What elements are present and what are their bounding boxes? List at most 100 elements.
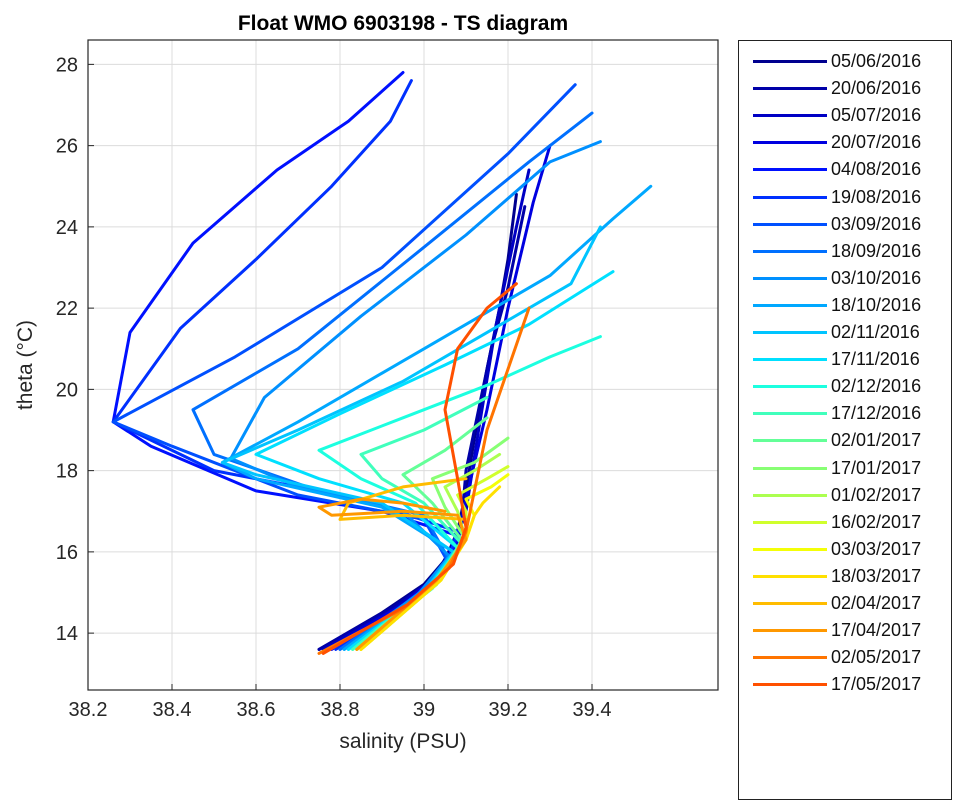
legend-label: 03/10/2016 <box>831 267 922 288</box>
chart-title: Float WMO 6903198 - TS diagram <box>237 12 569 35</box>
legend-swatch <box>753 520 827 524</box>
legend-label: 05/07/2016 <box>831 105 922 126</box>
y-tick-label: 18 <box>56 461 78 483</box>
legend-swatch <box>753 249 827 253</box>
legend-swatch <box>753 439 827 443</box>
legend-label: 02/01/2017 <box>831 430 922 451</box>
legend-swatch <box>753 412 827 416</box>
legend-entry: 17/01/2017 <box>739 456 951 482</box>
legend-swatch <box>753 114 827 118</box>
legend-label: 17/04/2017 <box>831 620 922 641</box>
legend-label: 17/05/2017 <box>831 674 922 695</box>
legend-label: 17/12/2016 <box>831 403 922 424</box>
y-tick-label: 24 <box>56 217 78 239</box>
x-tick-label: 38.2 <box>69 699 108 721</box>
legend-label: 19/08/2016 <box>831 186 922 207</box>
legend-swatch <box>753 168 827 172</box>
legend-swatch <box>753 466 827 470</box>
legend-swatch <box>753 222 827 226</box>
y-tick-label: 26 <box>56 136 78 158</box>
y-axis-label: theta (°C) <box>14 320 37 410</box>
legend-label: 16/02/2017 <box>831 511 922 532</box>
legend-swatch <box>753 385 827 389</box>
legend-entry: 20/06/2016 <box>739 76 951 102</box>
legend-label: 17/01/2017 <box>831 457 922 478</box>
legend-label: 04/08/2016 <box>831 159 922 180</box>
series-line-19 <box>359 485 502 651</box>
x-tick-label: 38.8 <box>321 699 360 721</box>
series-line-0 <box>317 192 518 651</box>
legend-swatch <box>753 629 827 633</box>
y-tick-label: 14 <box>56 623 78 645</box>
legend-label: 20/07/2016 <box>831 132 922 153</box>
legend-entry: 18/10/2016 <box>739 293 951 319</box>
ts-diagram-plot: 38.2 38.4 38.6 38.8 39 39.2 39.4 14 16 18 20 22 24 26… <box>14 39 719 753</box>
legend-swatch <box>753 683 827 687</box>
series-line-6 <box>111 83 577 651</box>
legend-label: 17/11/2016 <box>831 349 920 370</box>
legend-entry: 02/12/2016 <box>739 374 951 400</box>
y-tick-label: 28 <box>56 54 78 76</box>
y-tick-label: 22 <box>56 298 78 320</box>
legend-entry: 17/04/2017 <box>739 618 951 644</box>
legend-entry: 04/08/2016 <box>739 157 951 183</box>
legend-entry: 03/03/2017 <box>739 537 951 563</box>
x-axis-label: salinity (PSU) <box>339 730 466 753</box>
series-line-7 <box>191 111 594 651</box>
y-tick-label: 16 <box>56 542 78 564</box>
series-line-11 <box>254 270 615 651</box>
legend-swatch <box>753 195 827 199</box>
legend-entry: 03/10/2016 <box>739 266 951 292</box>
legend-swatch <box>753 303 827 307</box>
grid-lines <box>87 40 718 690</box>
x-tick-label: 39 <box>413 699 435 721</box>
x-tick-label: 38.6 <box>237 699 276 721</box>
legend-label: 03/03/2017 <box>831 538 922 559</box>
legend-swatch <box>753 547 827 551</box>
legend-swatch <box>753 358 827 362</box>
legend-entry: 17/12/2016 <box>739 401 951 427</box>
legend-swatch <box>753 331 827 334</box>
series-line-23 <box>321 282 518 655</box>
legend-entry: 02/05/2017 <box>739 645 951 671</box>
legend-entry: 03/09/2016 <box>739 212 951 238</box>
legend-entry: 17/11/2016 <box>739 347 951 373</box>
y-tick-label: 20 <box>56 379 78 401</box>
legend-label: 02/05/2017 <box>831 647 922 668</box>
axis-ticks: 38.2 38.4 38.6 38.8 39 39.2 39.4 14 16 18 20 22 24 26… <box>56 54 612 721</box>
legend-entry: 17/05/2017 <box>739 672 951 698</box>
series-line-1 <box>317 205 527 651</box>
legend-entry: 05/07/2016 <box>739 103 951 129</box>
legend-swatch <box>753 656 827 660</box>
legend-entry: 19/08/2016 <box>739 185 951 211</box>
axes-frame <box>87 39 719 691</box>
legend-entry: 02/11/2016 <box>739 320 951 346</box>
legend-swatch <box>753 141 827 145</box>
legend-label: 02/04/2017 <box>831 593 922 613</box>
legend-entry: 01/02/2017 <box>739 483 951 509</box>
x-tick-label: 39.4 <box>573 699 612 721</box>
series-lines <box>111 71 653 655</box>
legend-swatch <box>753 602 827 605</box>
legend-label: 18/09/2016 <box>831 240 922 261</box>
legend-entry: 18/03/2017 <box>739 564 951 590</box>
legend-label: 05/06/2016 <box>831 51 922 71</box>
legend-label: 01/02/2017 <box>831 484 922 505</box>
legend-entry: 05/06/2016 <box>739 49 951 75</box>
legend-label: 18/10/2016 <box>831 294 922 315</box>
legend-swatch <box>753 276 827 280</box>
legend-entry: 20/07/2016 <box>739 130 951 156</box>
legend: 05/06/2016 20/06/2016 05/07/2016 20/07/2016… <box>738 40 952 800</box>
x-tick-label: 39.2 <box>489 699 528 721</box>
legend-entry: 16/02/2017 <box>739 510 951 536</box>
legend-label: 18/03/2017 <box>831 565 922 586</box>
legend-label: 03/09/2016 <box>831 213 922 234</box>
legend-entry: 18/09/2016 <box>739 239 951 265</box>
legend-entry: 02/01/2017 <box>739 428 951 454</box>
legend-swatch <box>753 493 827 497</box>
x-tick-label: 38.4 <box>153 699 192 721</box>
series-line-10 <box>220 225 602 651</box>
legend-label: 02/11/2016 <box>831 322 920 342</box>
legend-swatch <box>753 574 827 578</box>
legend-label: 20/06/2016 <box>831 78 922 99</box>
